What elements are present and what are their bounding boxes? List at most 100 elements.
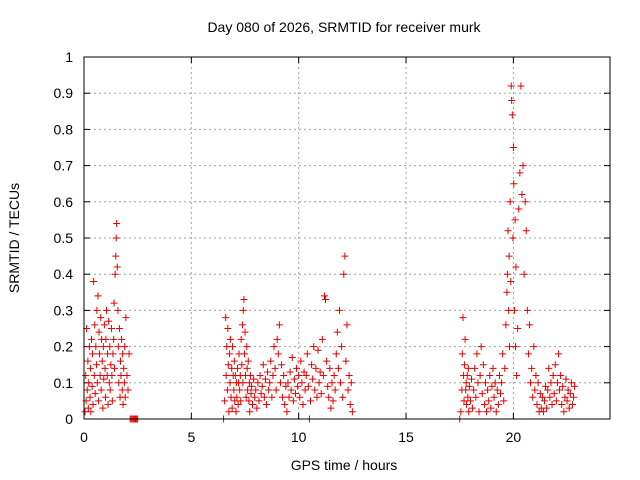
data-point bbox=[344, 386, 352, 394]
data-point bbox=[481, 379, 489, 387]
data-point bbox=[465, 408, 473, 416]
data-point bbox=[547, 379, 555, 387]
data-point bbox=[510, 180, 518, 188]
data-point bbox=[470, 386, 478, 394]
data-point bbox=[92, 343, 100, 351]
data-point bbox=[258, 382, 266, 390]
data-point bbox=[95, 397, 103, 405]
data-point bbox=[114, 343, 122, 351]
data-point bbox=[489, 364, 497, 372]
data-point bbox=[125, 350, 133, 358]
data-point bbox=[236, 386, 244, 394]
data-point bbox=[347, 379, 355, 387]
data-point bbox=[88, 382, 96, 390]
data-point bbox=[239, 379, 247, 387]
data-point bbox=[290, 375, 298, 383]
data-point bbox=[457, 408, 465, 416]
data-point bbox=[113, 263, 121, 271]
data-point bbox=[111, 270, 119, 278]
data-point bbox=[542, 382, 550, 390]
data-point bbox=[515, 205, 523, 213]
data-point bbox=[329, 397, 337, 405]
data-point bbox=[112, 252, 120, 260]
data-point bbox=[346, 401, 354, 409]
data-point bbox=[519, 162, 527, 170]
data-point bbox=[119, 350, 127, 358]
chart-title: Day 080 of 2026, SRMTID for receiver mur… bbox=[207, 19, 481, 35]
data-point bbox=[342, 357, 350, 365]
data-point bbox=[345, 372, 353, 380]
y-tick-label: 0.4 bbox=[54, 266, 74, 282]
y-tick-label: 0.2 bbox=[54, 339, 74, 355]
data-point bbox=[300, 368, 308, 376]
data-point bbox=[477, 343, 485, 351]
data-point bbox=[261, 375, 269, 383]
data-point bbox=[490, 393, 498, 401]
data-point bbox=[461, 335, 469, 343]
data-point bbox=[291, 390, 299, 398]
data-point bbox=[104, 401, 112, 409]
data-point bbox=[485, 397, 493, 405]
data-point bbox=[117, 372, 125, 380]
data-point bbox=[533, 401, 541, 409]
data-point bbox=[90, 277, 98, 285]
data-point bbox=[317, 390, 325, 398]
data-point bbox=[294, 382, 302, 390]
data-point bbox=[464, 393, 472, 401]
data-point bbox=[546, 393, 554, 401]
data-point bbox=[243, 364, 251, 372]
data-point bbox=[97, 386, 105, 394]
data-point bbox=[100, 321, 108, 329]
data-point bbox=[259, 361, 267, 369]
y-axis-label: SRMTID / TECUs bbox=[6, 183, 22, 293]
data-point bbox=[497, 390, 505, 398]
plot-frame bbox=[83, 56, 611, 420]
data-point bbox=[107, 361, 115, 369]
data-point bbox=[119, 401, 127, 409]
data-point bbox=[92, 361, 100, 369]
data-point bbox=[283, 408, 291, 416]
data-point bbox=[228, 404, 236, 412]
data-point bbox=[105, 317, 113, 325]
data-point bbox=[500, 397, 508, 405]
data-point bbox=[282, 382, 290, 390]
data-point bbox=[297, 357, 305, 365]
data-point bbox=[84, 357, 92, 365]
data-point bbox=[554, 350, 562, 358]
data-point bbox=[110, 364, 118, 372]
x-tick-label: 10 bbox=[291, 429, 307, 445]
data-point bbox=[95, 350, 103, 358]
data-point bbox=[463, 372, 471, 380]
data-point bbox=[514, 325, 522, 332]
data-point bbox=[110, 335, 118, 343]
data-point bbox=[254, 379, 262, 387]
data-point bbox=[269, 372, 277, 380]
data-point bbox=[234, 401, 242, 409]
data-point bbox=[319, 372, 327, 380]
data-point bbox=[474, 379, 482, 387]
data-point bbox=[556, 386, 564, 394]
data-point bbox=[508, 96, 516, 104]
data-points bbox=[81, 82, 579, 423]
data-point bbox=[239, 306, 247, 314]
data-point bbox=[230, 357, 238, 365]
data-point bbox=[113, 220, 121, 228]
data-point bbox=[463, 401, 471, 409]
data-point bbox=[234, 364, 242, 372]
data-point bbox=[281, 401, 289, 409]
data-point bbox=[509, 234, 517, 242]
data-point bbox=[486, 372, 494, 380]
data-point bbox=[310, 343, 318, 351]
data-point bbox=[327, 404, 335, 412]
data-point bbox=[94, 292, 102, 300]
data-point bbox=[494, 401, 502, 409]
data-point bbox=[503, 270, 511, 278]
data-point bbox=[558, 401, 566, 409]
data-point bbox=[312, 364, 320, 372]
data-point bbox=[510, 306, 518, 314]
data-point bbox=[348, 408, 356, 416]
data-point bbox=[226, 335, 234, 343]
data-point bbox=[505, 252, 513, 260]
data-point bbox=[328, 379, 336, 387]
